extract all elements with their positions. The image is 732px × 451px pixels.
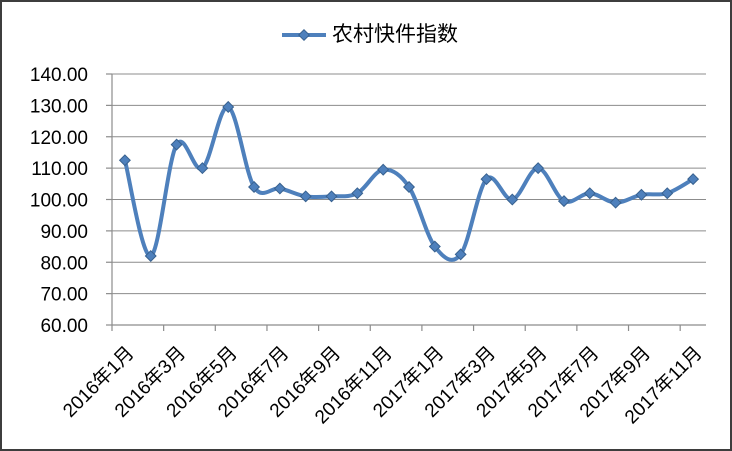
- y-tick-label: 100.00: [30, 191, 88, 212]
- data-point-marker: [557, 195, 570, 208]
- y-tick-label: 120.00: [30, 128, 88, 149]
- data-point-marker: [480, 173, 493, 186]
- data-point-marker: [661, 187, 674, 200]
- data-point-marker: [196, 162, 209, 175]
- data-point-marker: [351, 187, 364, 200]
- data-point-marker: [687, 173, 700, 186]
- legend-diamond-icon: [297, 29, 311, 41]
- data-point-marker: [222, 100, 235, 113]
- data-point-marker: [144, 249, 157, 262]
- data-point-marker: [273, 182, 286, 195]
- data-point-marker: [118, 154, 131, 167]
- data-point-marker: [635, 188, 648, 201]
- data-point-marker: [377, 163, 390, 176]
- data-point-marker: [454, 248, 467, 261]
- y-tick-label: 80.00: [40, 253, 88, 274]
- y-tick-label: 70.00: [40, 285, 88, 306]
- data-point-marker: [170, 138, 183, 151]
- y-tick-label: 130.00: [30, 96, 88, 117]
- chart-legend: 农村快件指数: [281, 22, 458, 48]
- data-point-marker: [532, 162, 545, 175]
- data-point-marker: [609, 196, 622, 209]
- data-point-marker: [325, 190, 338, 203]
- data-point-marker: [402, 180, 416, 193]
- legend-marker-icon: [282, 29, 326, 41]
- y-tick-label: 110.00: [31, 159, 88, 180]
- data-point-marker: [506, 193, 519, 206]
- y-tick-label: 140.00: [30, 65, 88, 86]
- y-tick-label: 90.00: [40, 222, 88, 243]
- data-point-marker: [428, 240, 441, 253]
- legend-label: 农村快件指数: [332, 23, 458, 46]
- data-point-marker: [299, 190, 312, 203]
- y-tick-label: 60.00: [40, 316, 88, 337]
- data-point-marker: [248, 180, 261, 193]
- data-point-marker: [583, 187, 596, 200]
